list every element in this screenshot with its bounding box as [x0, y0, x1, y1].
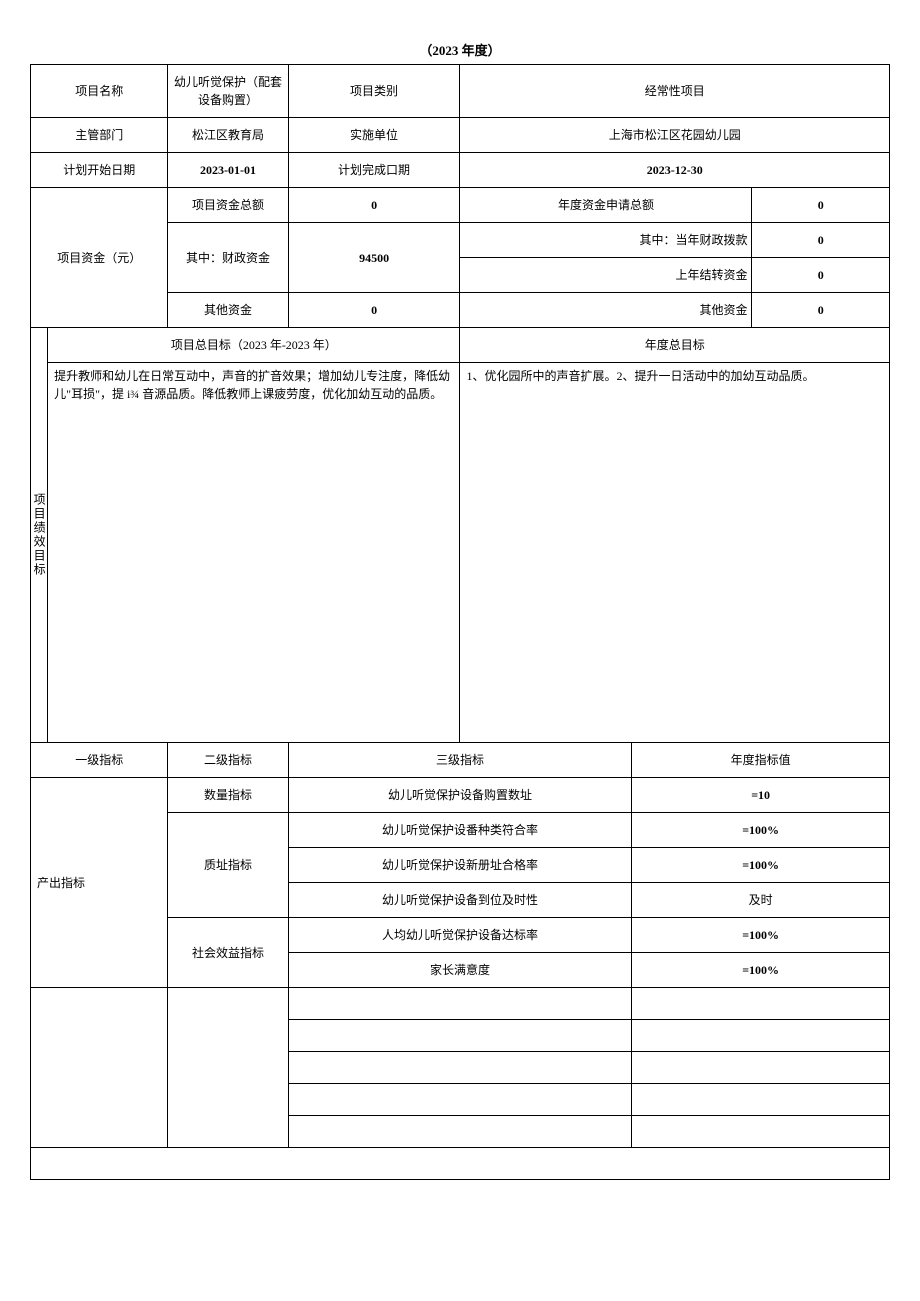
label-goals-vertical: 项目绩效目标: [31, 328, 48, 743]
text-annual-goal: 1、优化园所中的声音扩展。2、提升一日活动中的加幼互动品质。: [460, 363, 890, 743]
label-output: 产出指标: [31, 778, 168, 988]
header-l3: 三级指标: [288, 743, 632, 778]
empty-row: [31, 988, 890, 1020]
header-l1: 一级指标: [31, 743, 168, 778]
label-current-fiscal: 其中：当年财政拨款: [460, 223, 752, 258]
value-unit: 上海市松江区花园幼儿园: [460, 118, 890, 153]
ind-l3-5: 家长满意度: [288, 953, 632, 988]
label-dept: 主管部门: [31, 118, 168, 153]
label-annual-apply: 年度资金申请总额: [460, 188, 752, 223]
ind-l3-2: 幼儿听觉保护设新册址合格率: [288, 848, 632, 883]
header-value: 年度指标值: [632, 743, 890, 778]
label-overall-goal: 项目总目标（2023 年-2023 年）: [48, 328, 460, 363]
ind-l3-4: 人均幼儿听觉保护设备达标率: [288, 918, 632, 953]
ind-val-3: 及时: [632, 883, 890, 918]
ind-val-2: =100%: [632, 848, 890, 883]
value-annual-apply: 0: [752, 188, 890, 223]
ind-l3-0: 幼儿听觉保护设备购置数址: [288, 778, 632, 813]
value-category: 经常性项目: [460, 65, 890, 118]
empty-row: [31, 1148, 890, 1180]
label-social: 社会效益指标: [168, 918, 288, 988]
text-overall-goal: 提升教师和幼儿在日常互动中，声音的扩音效果；增加幼儿专注度，降低幼儿"耳损"，提…: [48, 363, 460, 743]
label-start-date: 计划开始日期: [31, 153, 168, 188]
value-other-fund: 0: [288, 293, 460, 328]
year-header: （2023 年度）: [30, 40, 890, 59]
value-dept: 松江区教育局: [168, 118, 288, 153]
main-table: 项目名称 幼儿听觉保护（配套设备购置） 项目类别 经常性项目 主管部门 松江区教…: [30, 64, 890, 1180]
label-project-name: 项目名称: [31, 65, 168, 118]
value-start-date: 2023-01-01: [168, 153, 288, 188]
header-l2: 二级指标: [168, 743, 288, 778]
label-funds: 项目资金（元）: [31, 188, 168, 328]
value-fund-total: 0: [288, 188, 460, 223]
label-end-date: 计划完成口期: [288, 153, 460, 188]
ind-val-5: =100%: [632, 953, 890, 988]
label-quantity: 数量指标: [168, 778, 288, 813]
value-other-fund2: 0: [752, 293, 890, 328]
label-other-fund: 其他资金: [168, 293, 288, 328]
label-annual-goal: 年度总目标: [460, 328, 890, 363]
label-quality: 质址指标: [168, 813, 288, 918]
ind-val-4: =100%: [632, 918, 890, 953]
label-fund-total: 项目资金总额: [168, 188, 288, 223]
label-other-fund2: 其他资金: [460, 293, 752, 328]
ind-l3-3: 幼儿听觉保护设备到位及时性: [288, 883, 632, 918]
value-carryover: 0: [752, 258, 890, 293]
label-category: 项目类别: [288, 65, 460, 118]
ind-val-0: =10: [632, 778, 890, 813]
value-fiscal: 94500: [288, 223, 460, 293]
value-current-fiscal: 0: [752, 223, 890, 258]
ind-l3-1: 幼儿听觉保护设番种类符合率: [288, 813, 632, 848]
label-unit: 实施单位: [288, 118, 460, 153]
label-carryover: 上年结转资金: [460, 258, 752, 293]
value-project-name: 幼儿听觉保护（配套设备购置）: [168, 65, 288, 118]
label-fiscal: 其中：财政资金: [168, 223, 288, 293]
value-end-date: 2023-12-30: [460, 153, 890, 188]
ind-val-1: =100%: [632, 813, 890, 848]
